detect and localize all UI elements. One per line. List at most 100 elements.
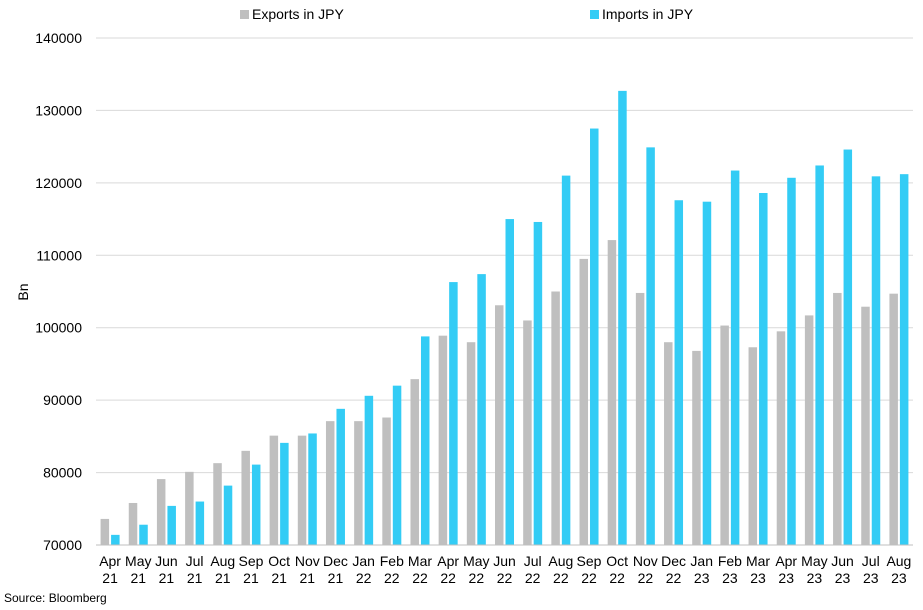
x-tick-label-month: Aug	[548, 553, 573, 569]
bar-exports	[776, 331, 786, 545]
x-tick-label-month: May	[125, 553, 151, 569]
bar-exports	[185, 471, 194, 545]
y-tick-label: 120000	[35, 175, 82, 191]
x-tick-label-year: 22	[525, 570, 541, 586]
x-tick-label-year: 22	[638, 570, 654, 586]
x-tick-label-year: 22	[609, 570, 625, 586]
x-tick-label-year: 22	[497, 570, 513, 586]
bar-exports	[466, 342, 476, 545]
bar-imports	[280, 442, 289, 545]
x-tick-label-month: Mar	[408, 553, 432, 569]
bar-exports	[635, 292, 645, 545]
y-tick-label: 110000	[36, 247, 82, 263]
bar-imports	[618, 90, 627, 545]
x-tick-label-month: Nov	[295, 553, 320, 569]
x-tick-label-month: Nov	[633, 553, 658, 569]
y-tick-label: 100000	[35, 320, 82, 336]
x-tick-label-month: Apr	[99, 553, 121, 569]
x-tick-label-month: Feb	[380, 553, 404, 569]
bar-exports	[241, 450, 250, 545]
bar-exports	[128, 502, 138, 545]
x-tick-label-year: 22	[356, 570, 372, 586]
x-tick-label-month: Apr	[775, 553, 797, 569]
bar-exports	[748, 347, 758, 545]
x-tick-label-year: 21	[102, 570, 118, 586]
x-tick-label-month: Dec	[323, 553, 348, 569]
x-tick-label-year: 21	[130, 570, 146, 586]
x-tick-label-month: Sep	[238, 553, 263, 569]
bar-imports	[871, 176, 881, 546]
x-tick-label-year: 21	[215, 570, 231, 586]
bar-imports	[420, 336, 430, 545]
bar-exports	[297, 435, 307, 545]
bar-exports	[833, 292, 842, 545]
x-tick-label-month: Jul	[862, 553, 880, 569]
bar-imports	[533, 221, 543, 545]
bars	[100, 90, 909, 546]
bar-imports	[561, 175, 571, 545]
x-tick-label-month: Oct	[268, 553, 290, 569]
bar-imports	[449, 282, 458, 545]
bar-imports	[477, 274, 486, 545]
bar-exports	[382, 417, 391, 545]
bar-imports	[251, 464, 261, 545]
bar-imports	[223, 485, 233, 545]
x-tick-label-month: Jan	[690, 553, 713, 569]
legend-label-imports: Imports in JPY	[602, 6, 694, 22]
y-tick-label: 70000	[43, 537, 82, 553]
x-tick-label-month: Aug	[210, 553, 235, 569]
y-tick-label: 130000	[35, 102, 82, 118]
bar-imports	[815, 165, 824, 545]
bar-imports	[843, 149, 853, 546]
bar-exports	[100, 518, 110, 545]
bar-imports	[167, 505, 176, 545]
bar-imports	[590, 128, 599, 546]
bar-exports	[354, 421, 363, 545]
bar-exports	[861, 306, 870, 545]
bar-exports	[579, 258, 589, 545]
x-tick-label-year: 22	[581, 570, 597, 586]
bar-imports	[336, 408, 345, 545]
legend-swatch-imports	[590, 9, 599, 19]
bar-imports	[730, 170, 740, 545]
bar-exports	[889, 293, 898, 545]
x-tick-label-year: 23	[694, 570, 710, 586]
bar-exports	[607, 240, 617, 545]
x-tick-label-month: Jul	[524, 553, 542, 569]
x-tick-label-month: Aug	[886, 553, 911, 569]
bar-imports	[308, 433, 317, 545]
bar-imports	[899, 174, 909, 545]
y-tick-label: 90000	[43, 392, 82, 408]
bar-exports	[410, 379, 419, 545]
legend-item-imports: Imports in JPY	[590, 6, 693, 22]
bar-exports	[325, 421, 335, 545]
x-tick-label-year: 21	[187, 570, 203, 586]
y-axis-tick-labels: 70000 80000 90000 100000 110000 120000 130000 1…	[35, 30, 82, 553]
legend-swatch-exports	[240, 9, 249, 19]
x-tick-label-month: May	[801, 553, 827, 569]
bar-imports	[111, 534, 120, 545]
x-tick-label-year: 23	[750, 570, 766, 586]
x-tick-label-year: 23	[863, 570, 879, 586]
source-note: Source: Bloomberg	[4, 591, 107, 605]
bar-imports	[759, 192, 768, 546]
x-tick-label-year: 23	[807, 570, 823, 586]
bar-imports	[364, 395, 374, 545]
x-tick-label-month: Apr	[437, 553, 459, 569]
x-tick-label-month: Jun	[493, 553, 516, 569]
x-tick-label-month: Mar	[746, 553, 770, 569]
bar-exports	[269, 435, 279, 545]
bar-imports	[505, 219, 514, 546]
bar-exports	[804, 315, 814, 545]
x-tick-label-year: 22	[666, 570, 682, 586]
x-axis-tick-labels: Apr21May21Jun21Jul21Aug21Sep21Oct21Nov21…	[99, 553, 911, 586]
legend-label-exports: Exports in JPY	[252, 6, 344, 22]
x-tick-label-month: May	[463, 553, 489, 569]
x-tick-label-year: 23	[835, 570, 851, 586]
y-tick-label: 140000	[35, 30, 82, 46]
x-tick-label-month: Jun	[155, 553, 178, 569]
bar-exports	[720, 325, 729, 545]
bar-exports	[523, 320, 532, 545]
bar-imports	[392, 385, 402, 545]
